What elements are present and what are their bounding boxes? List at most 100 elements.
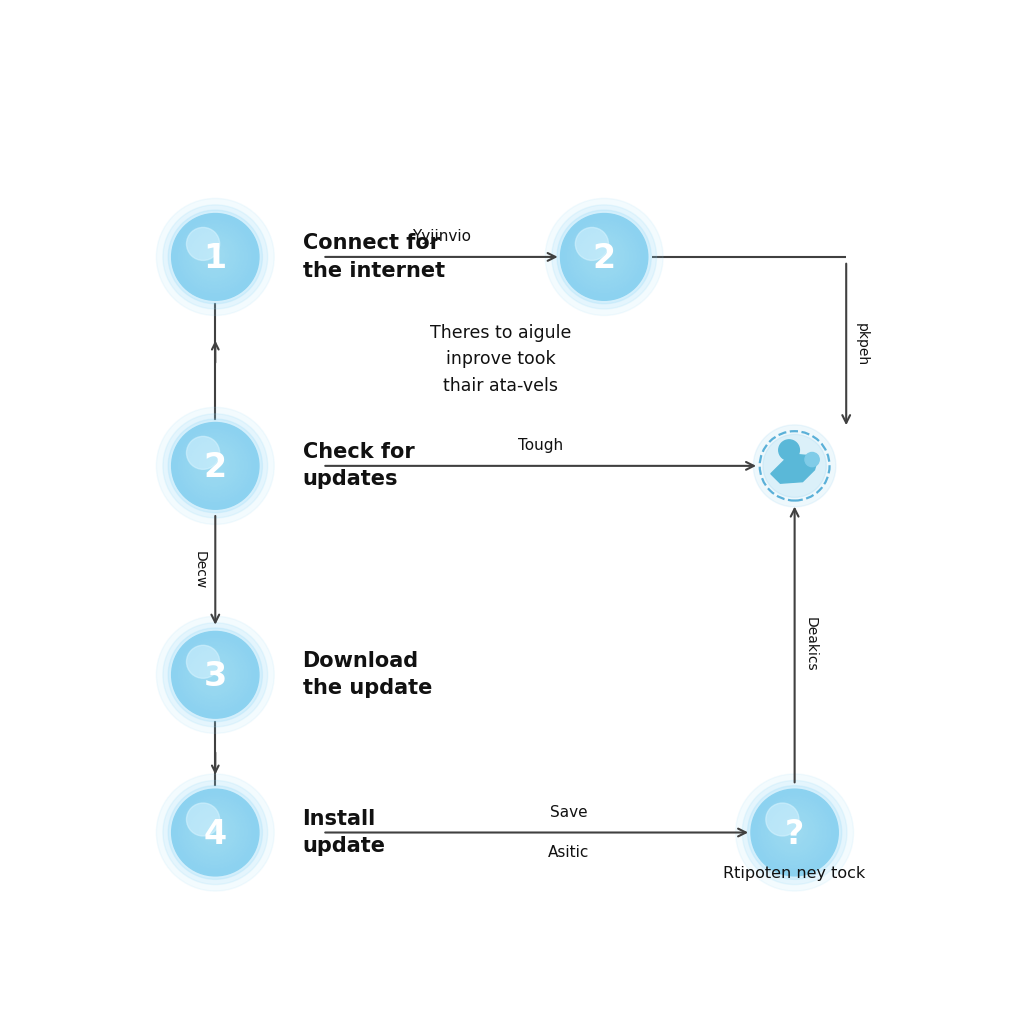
Circle shape xyxy=(193,810,236,853)
Circle shape xyxy=(193,443,236,486)
Circle shape xyxy=(778,440,800,461)
Circle shape xyxy=(206,666,221,680)
Circle shape xyxy=(200,658,228,688)
Circle shape xyxy=(157,199,274,315)
Circle shape xyxy=(785,823,800,838)
Circle shape xyxy=(210,827,217,835)
Polygon shape xyxy=(771,454,818,483)
Circle shape xyxy=(592,245,613,266)
Circle shape xyxy=(755,793,835,872)
Circle shape xyxy=(157,774,274,891)
Circle shape xyxy=(788,827,797,835)
Circle shape xyxy=(185,436,244,494)
Circle shape xyxy=(203,663,224,684)
Text: Decw: Decw xyxy=(193,551,207,590)
Circle shape xyxy=(578,230,629,282)
Text: Rtipoten ney tock: Rtipoten ney tock xyxy=(724,866,865,882)
Circle shape xyxy=(754,425,836,507)
Circle shape xyxy=(582,234,625,278)
Text: Download
the update: Download the update xyxy=(303,651,432,698)
Circle shape xyxy=(735,774,854,891)
Text: pkpeh: pkpeh xyxy=(855,323,869,366)
Circle shape xyxy=(188,230,240,282)
Circle shape xyxy=(196,813,232,849)
Text: ?: ? xyxy=(785,818,804,851)
Circle shape xyxy=(782,820,804,842)
Circle shape xyxy=(200,450,228,479)
Circle shape xyxy=(210,460,217,468)
Circle shape xyxy=(186,227,220,260)
Circle shape xyxy=(200,816,228,846)
Circle shape xyxy=(598,251,606,258)
Circle shape xyxy=(203,454,224,475)
Circle shape xyxy=(172,790,259,876)
Circle shape xyxy=(193,234,236,278)
Circle shape xyxy=(203,245,224,266)
Circle shape xyxy=(196,655,232,691)
Circle shape xyxy=(200,241,228,270)
Circle shape xyxy=(175,793,255,872)
Circle shape xyxy=(182,433,248,498)
Circle shape xyxy=(168,210,262,304)
Circle shape xyxy=(185,803,244,861)
Circle shape xyxy=(772,810,815,853)
Circle shape xyxy=(560,214,648,300)
Circle shape xyxy=(182,224,248,289)
Circle shape xyxy=(175,217,255,297)
Text: Check for
updates: Check for updates xyxy=(303,442,415,489)
Text: 4: 4 xyxy=(204,818,227,851)
Circle shape xyxy=(196,446,232,482)
Circle shape xyxy=(185,645,244,703)
Circle shape xyxy=(206,248,221,262)
Circle shape xyxy=(775,813,812,849)
Circle shape xyxy=(188,439,240,490)
Circle shape xyxy=(748,785,842,880)
Circle shape xyxy=(163,205,267,309)
Circle shape xyxy=(175,635,255,715)
Circle shape xyxy=(172,423,259,509)
Circle shape xyxy=(570,224,636,289)
Circle shape xyxy=(178,220,251,293)
Circle shape xyxy=(206,457,221,471)
Circle shape xyxy=(186,436,220,469)
Circle shape xyxy=(157,408,274,524)
Circle shape xyxy=(168,628,262,722)
Text: Theres to aigule
inprove took
thair ata-vels: Theres to aigule inprove took thair ata-… xyxy=(430,324,571,395)
Circle shape xyxy=(188,806,240,857)
Text: Deakics: Deakics xyxy=(804,617,817,672)
Text: Save: Save xyxy=(550,805,587,820)
Circle shape xyxy=(206,823,221,838)
Circle shape xyxy=(765,803,823,861)
Text: Install
update: Install update xyxy=(303,809,386,856)
Circle shape xyxy=(761,800,826,864)
Circle shape xyxy=(157,616,274,733)
Circle shape xyxy=(188,648,240,699)
Circle shape xyxy=(168,419,262,513)
Circle shape xyxy=(178,638,251,711)
Circle shape xyxy=(585,238,622,273)
Circle shape xyxy=(178,796,251,868)
Circle shape xyxy=(564,217,644,297)
Circle shape xyxy=(182,642,248,707)
Circle shape xyxy=(186,645,220,678)
Circle shape xyxy=(557,210,651,304)
Circle shape xyxy=(588,241,617,270)
Circle shape xyxy=(768,806,819,857)
Text: 2: 2 xyxy=(204,452,227,484)
Circle shape xyxy=(196,238,232,273)
Circle shape xyxy=(751,790,839,876)
Circle shape xyxy=(575,227,608,260)
Circle shape xyxy=(163,623,267,727)
Circle shape xyxy=(567,220,640,293)
Text: Asitic: Asitic xyxy=(548,845,589,860)
Circle shape xyxy=(595,248,609,262)
Circle shape xyxy=(172,214,259,300)
Circle shape xyxy=(172,632,259,718)
Circle shape xyxy=(168,785,262,880)
Circle shape xyxy=(163,414,267,518)
Text: Yyjinvio: Yyjinvio xyxy=(412,229,471,245)
Circle shape xyxy=(203,820,224,842)
Circle shape xyxy=(778,816,808,846)
Circle shape xyxy=(163,780,267,885)
Text: 3: 3 xyxy=(204,660,227,693)
